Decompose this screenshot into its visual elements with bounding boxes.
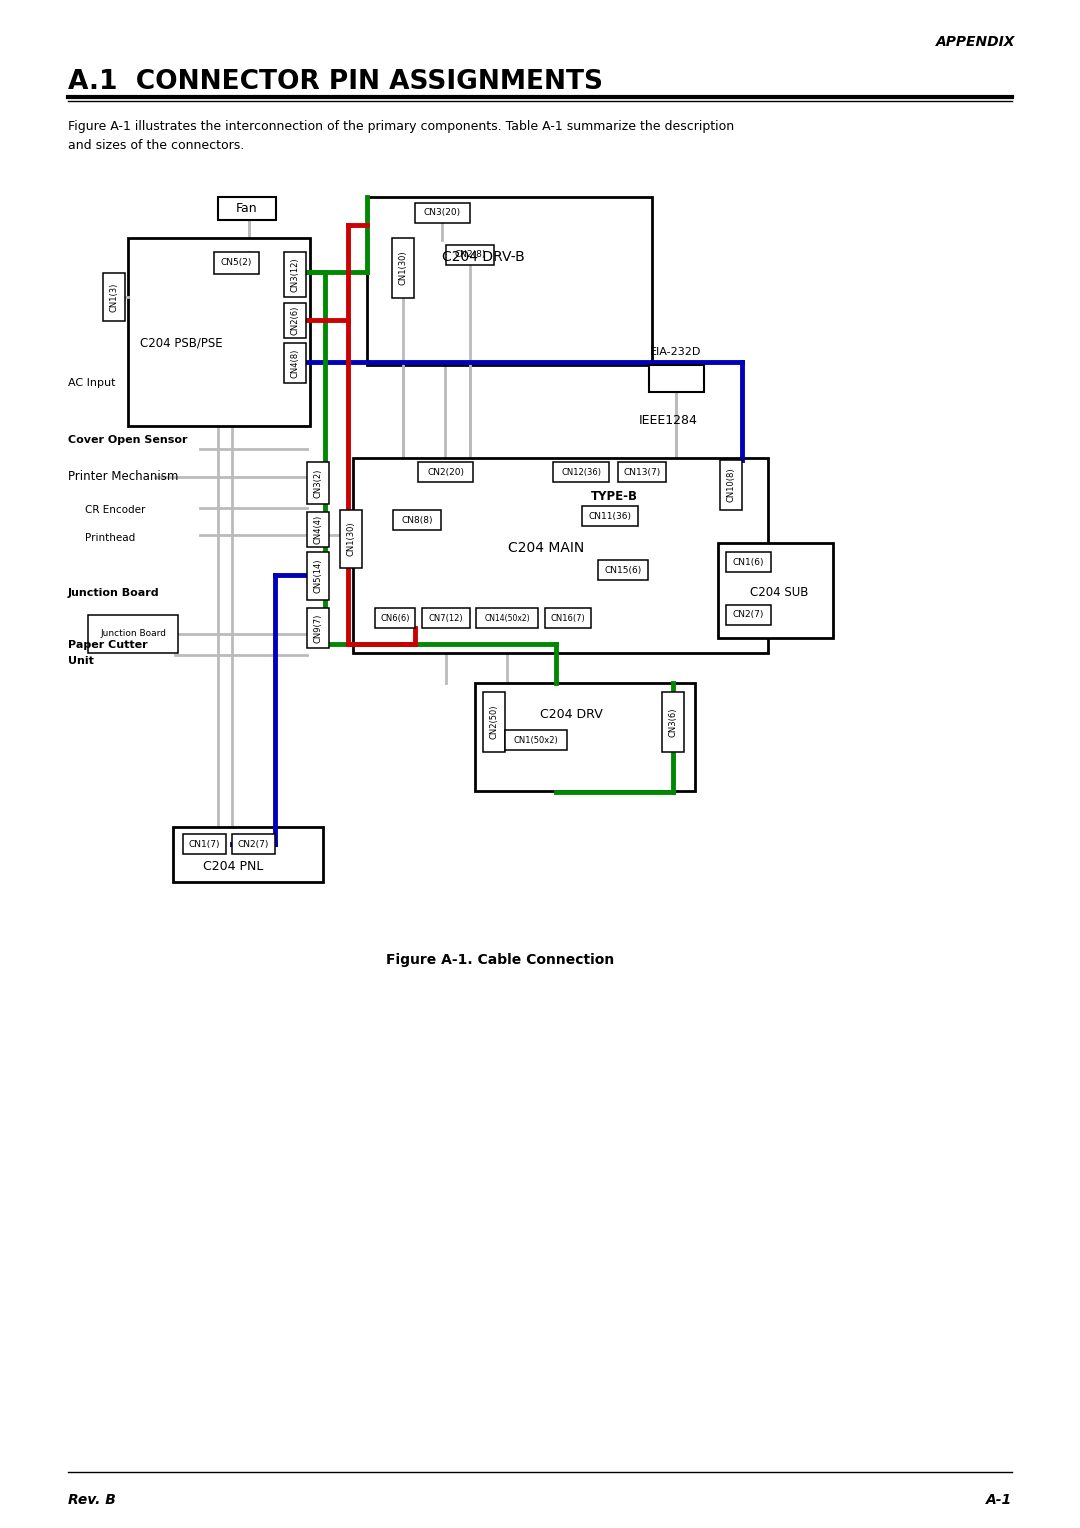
Bar [662, 692, 684, 752]
Text: IEEE1284: IEEE1284 [639, 414, 698, 426]
Text: CN2(8): CN2(8) [455, 251, 486, 260]
Text: AC Input: AC Input [68, 377, 116, 388]
Text: CN3(12): CN3(12) [291, 257, 299, 292]
Text: CN15(6): CN15(6) [605, 565, 642, 575]
Bar [214, 252, 259, 274]
Bar [375, 608, 415, 628]
Text: TYPE-B: TYPE-B [591, 489, 637, 503]
Text: Cover Open Sensor: Cover Open Sensor [68, 435, 188, 445]
Text: CN5(14): CN5(14) [313, 559, 323, 593]
Text: CN2(7): CN2(7) [733, 611, 765, 619]
Text: CN14(50x2): CN14(50x2) [484, 614, 530, 622]
Text: CN2(6): CN2(6) [291, 306, 299, 335]
Bar [418, 461, 473, 481]
Bar [173, 827, 323, 882]
Bar [307, 552, 329, 601]
Bar [718, 542, 833, 639]
Text: CN2(7): CN2(7) [238, 839, 269, 848]
Text: CN4(8): CN4(8) [291, 348, 299, 377]
Text: CN2(20): CN2(20) [427, 468, 464, 477]
Text: Paper Cutter: Paper Cutter [68, 640, 148, 649]
Text: Junction Board: Junction Board [68, 588, 160, 597]
Bar [476, 608, 538, 628]
Bar [340, 510, 362, 568]
Bar [720, 460, 742, 510]
Text: C204 PNL: C204 PNL [203, 860, 264, 874]
Text: CN3(6): CN3(6) [669, 707, 677, 736]
Text: CN1(50x2): CN1(50x2) [514, 735, 558, 744]
Text: CN1(30): CN1(30) [347, 521, 355, 556]
Bar [553, 461, 609, 481]
Text: CN13(7): CN13(7) [623, 468, 661, 477]
Text: Fan: Fan [237, 202, 258, 215]
Bar [87, 614, 178, 652]
Bar [307, 461, 329, 504]
Bar [392, 238, 414, 298]
Text: CN4(4): CN4(4) [313, 515, 323, 544]
Bar [582, 506, 638, 526]
Text: C204 SUB: C204 SUB [750, 587, 808, 599]
Text: CN8(8): CN8(8) [402, 515, 433, 524]
Bar [103, 274, 125, 321]
Bar [598, 559, 648, 581]
Text: Figure A-1. Cable Connection: Figure A-1. Cable Connection [386, 953, 615, 967]
Text: APPENDIX: APPENDIX [935, 35, 1015, 49]
Text: C204 DRV: C204 DRV [540, 709, 603, 721]
Text: Printhead: Printhead [85, 533, 135, 542]
Text: Rev. B: Rev. B [68, 1493, 116, 1507]
Text: CN6(6): CN6(6) [380, 614, 409, 622]
Bar [475, 683, 696, 792]
Text: Unit: Unit [68, 656, 94, 666]
Bar [422, 608, 470, 628]
Text: Junction Board: Junction Board [100, 630, 166, 639]
Bar [446, 244, 494, 264]
Bar [649, 365, 704, 393]
Text: CN5(2): CN5(2) [220, 258, 253, 267]
Text: CN11(36): CN11(36) [589, 512, 632, 521]
Text: CR Encoder: CR Encoder [85, 504, 146, 515]
Text: CN9(7): CN9(7) [313, 613, 323, 643]
Text: CN1(6): CN1(6) [732, 558, 765, 567]
Text: CN10(8): CN10(8) [727, 468, 735, 503]
Bar [284, 342, 306, 384]
Text: Figure A-1 illustrates the interconnection of the primary components. Table A-1 : Figure A-1 illustrates the interconnecti… [68, 121, 734, 151]
Bar [129, 238, 310, 426]
Bar [726, 552, 771, 571]
Bar [218, 197, 276, 220]
Text: CN3(20): CN3(20) [424, 208, 461, 217]
Bar [307, 512, 329, 547]
Bar [545, 608, 591, 628]
Text: CN1(7): CN1(7) [189, 839, 220, 848]
Bar [618, 461, 666, 481]
Text: CN3(2): CN3(2) [313, 468, 323, 498]
Bar [393, 510, 441, 530]
Text: A-1: A-1 [986, 1493, 1012, 1507]
Text: CN7(12): CN7(12) [429, 614, 463, 622]
Bar [367, 197, 652, 365]
Bar [284, 303, 306, 338]
Text: C204 PSB/PSE: C204 PSB/PSE [140, 336, 222, 350]
Text: CN16(7): CN16(7) [551, 614, 585, 622]
Bar [415, 203, 470, 223]
Bar [505, 730, 567, 750]
Bar [183, 834, 226, 854]
Text: A.1  CONNECTOR PIN ASSIGNMENTS: A.1 CONNECTOR PIN ASSIGNMENTS [68, 69, 603, 95]
Text: C204 DRV-B: C204 DRV-B [442, 251, 525, 264]
Text: CN1(3): CN1(3) [109, 283, 119, 312]
Bar [307, 608, 329, 648]
Text: CN12(36): CN12(36) [561, 468, 600, 477]
Text: CN2(50): CN2(50) [489, 704, 499, 740]
Bar [232, 834, 275, 854]
Text: Printer Mechanism: Printer Mechanism [68, 471, 178, 483]
Bar [353, 458, 768, 652]
Bar [726, 605, 771, 625]
Text: C204 MAIN: C204 MAIN [508, 541, 584, 555]
Text: EIA-232D: EIA-232D [650, 347, 702, 358]
Bar [284, 252, 306, 296]
Text: CN1(30): CN1(30) [399, 251, 407, 286]
Bar [483, 692, 505, 752]
